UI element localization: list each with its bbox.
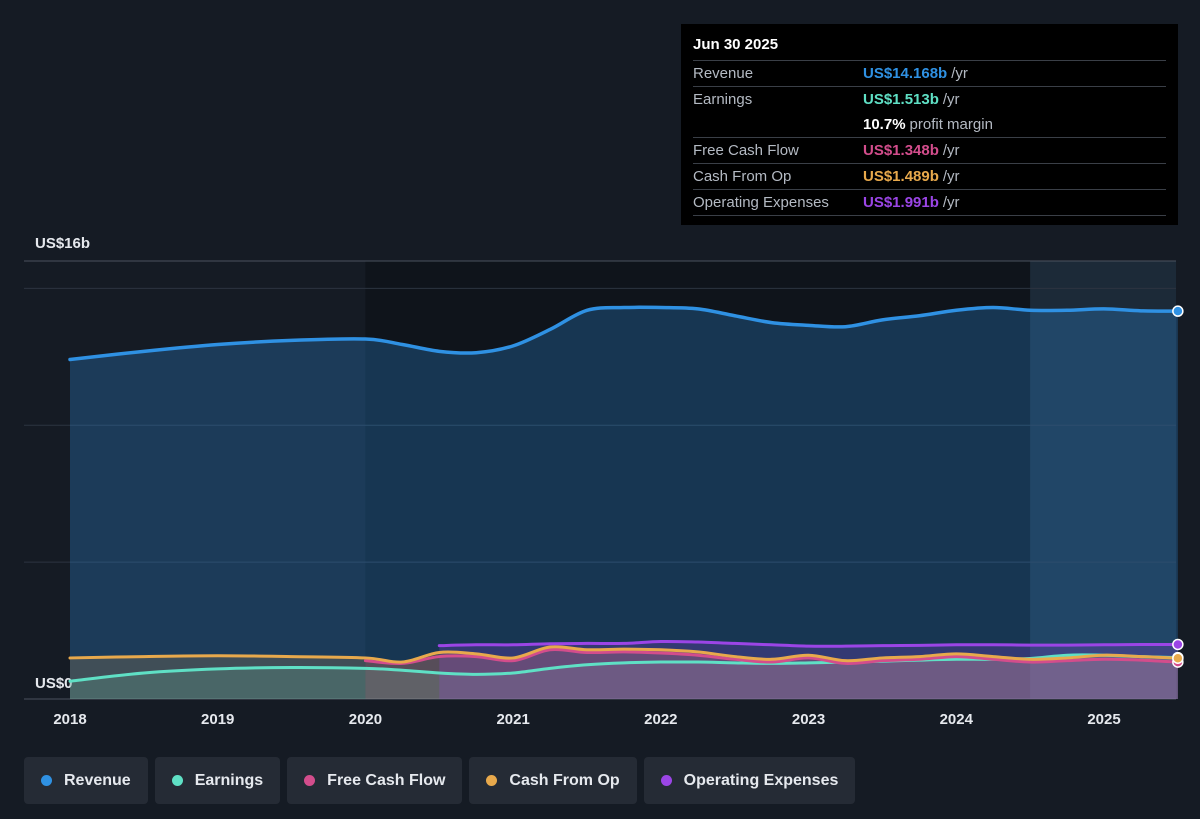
- x-tick-label: 2020: [349, 711, 382, 728]
- tooltip-row-value: 10.7%: [863, 116, 906, 133]
- legend: Revenue Earnings Free Cash Flow Cash From O…: [24, 757, 856, 804]
- operating-expenses-line: [437, 639, 1180, 648]
- revenue-line: [68, 305, 1180, 362]
- hover-tooltip: Jun 30 2025 Revenue US$14.168b/yr Earnings…: [681, 24, 1178, 225]
- legend-item-operating-expenses[interactable]: Operating Expenses: [643, 757, 856, 804]
- tooltip-row-label: Operating Expenses: [693, 194, 829, 211]
- tooltip-row: Cash From Op US$1.489b/yr: [693, 163, 1166, 189]
- tooltip-row-value: US$1.348b: [863, 142, 939, 159]
- x-tick-label: 2021: [496, 711, 529, 728]
- legend-item-earnings[interactable]: Earnings: [154, 757, 281, 804]
- tooltip-rows: Revenue US$14.168b/yr Earnings US$1.513b/yr…: [693, 60, 1166, 216]
- legend-label: Free Cash Flow: [327, 771, 446, 789]
- legend-dot-icon: [304, 775, 316, 786]
- tooltip-row-value: US$1.513b: [863, 91, 939, 108]
- legend-item-revenue[interactable]: Revenue: [24, 757, 148, 804]
- tooltip-row-value: US$1.489b: [863, 168, 939, 185]
- tooltip-row-unit: /yr: [942, 168, 960, 185]
- tooltip-row: Revenue US$14.168b/yr: [693, 60, 1166, 86]
- revenue-endpoint: [1172, 305, 1184, 317]
- free-cash-flow-area: [365, 649, 1178, 699]
- legend-dot-icon: [486, 775, 498, 786]
- tooltip-row-unit: profit margin: [909, 116, 993, 133]
- tooltip-row-value: US$1.991b: [863, 194, 939, 211]
- tooltip-row: Earnings US$1.513b/yr: [693, 86, 1166, 112]
- tooltip-row: Operating Expenses US$1.991b/yr: [693, 189, 1166, 216]
- free-cash-flow-line: [363, 647, 1180, 666]
- legend-dot-icon: [171, 775, 183, 786]
- x-tick-label: 2025: [1087, 711, 1120, 728]
- legend-label: Revenue: [64, 771, 131, 789]
- history-band: [365, 261, 1031, 699]
- legend-item-free-cash-flow[interactable]: Free Cash Flow: [287, 757, 463, 804]
- tooltip-row: Free Cash Flow US$1.348b/yr: [693, 137, 1166, 163]
- tooltip-row: 10.7% profit margin: [693, 112, 1166, 137]
- x-tick-label: 2019: [201, 711, 234, 728]
- tooltip-row-label: [693, 112, 863, 137]
- earnings-area: [70, 654, 1178, 699]
- legend-label: Operating Expenses: [683, 771, 839, 789]
- x-tick-label: 2023: [792, 711, 825, 728]
- legend-dot-icon: [41, 775, 52, 786]
- tooltip-row-label: Cash From Op: [693, 168, 792, 185]
- legend-label: Cash From Op: [509, 771, 620, 789]
- cash-from-op-endpoint: [1172, 652, 1184, 664]
- legend-label: Earnings: [194, 771, 264, 789]
- tooltip-row-unit: /yr: [951, 65, 968, 82]
- y-axis-bottom-label: US$0: [35, 675, 73, 692]
- cash-from-op-line: [68, 645, 1180, 664]
- y-axis-top-label: US$16b: [35, 235, 90, 252]
- tooltip-row-value: US$14.168b: [863, 65, 948, 82]
- legend-dot-icon: [660, 775, 672, 786]
- legend-item-cash-from-op[interactable]: Cash From Op: [469, 757, 637, 804]
- tooltip-row-unit: /yr: [942, 91, 960, 108]
- tooltip-row-unit: /yr: [942, 194, 960, 211]
- tooltip-row-label: Free Cash Flow: [693, 142, 799, 159]
- tooltip-row-label: Earnings: [693, 91, 753, 108]
- x-tick-label: 2018: [53, 711, 86, 728]
- recent-period-band: [1030, 261, 1176, 699]
- tooltip-row-unit: /yr: [942, 142, 960, 159]
- tooltip-row-label: Revenue: [693, 65, 754, 82]
- operating-expenses-endpoint: [1172, 638, 1184, 651]
- tooltip-date: Jun 30 2025: [693, 36, 779, 53]
- revenue-area: [70, 307, 1178, 699]
- x-tick-label: 2024: [940, 711, 974, 728]
- x-tick-label: 2022: [644, 711, 677, 728]
